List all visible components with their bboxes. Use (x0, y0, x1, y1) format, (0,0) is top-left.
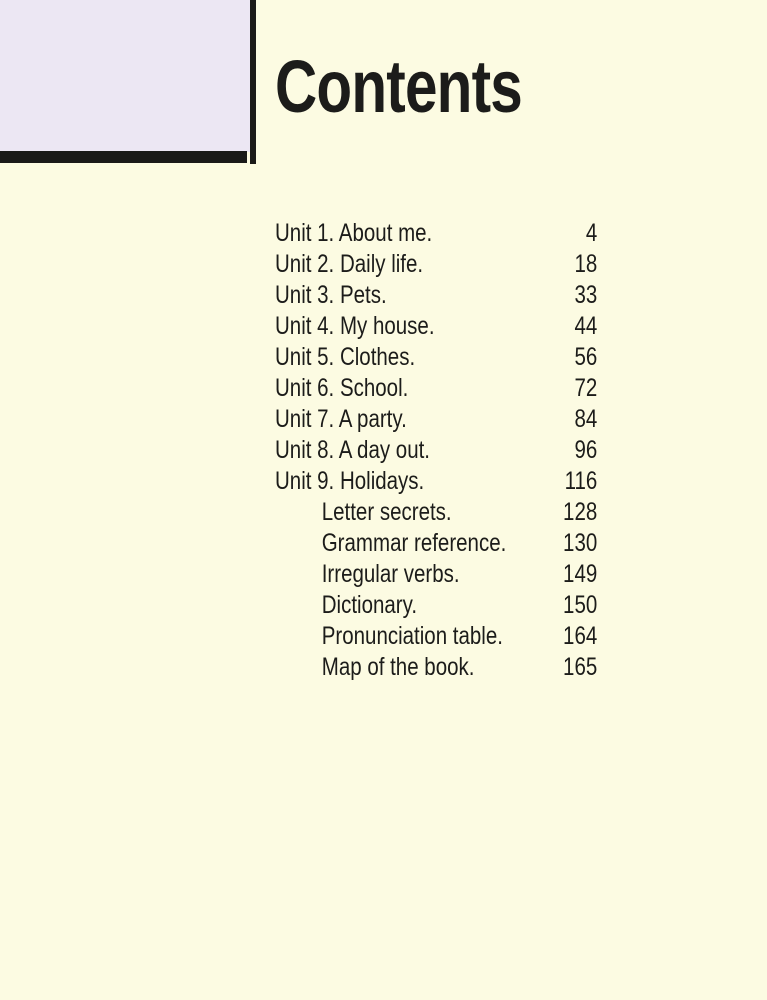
toc-entry-page-number: 165 (563, 653, 598, 681)
toc-entry-label: Grammar reference. (321, 529, 507, 557)
table-of-contents: Unit 1. About me. 4 Unit 2. Daily life. 18 U… (275, 218, 597, 683)
toc-entry-label: Irregular verbs. (321, 560, 460, 588)
toc-entry-page-number: 72 (574, 374, 598, 402)
toc-entry-label: Dictionary. (321, 591, 418, 619)
corner-box-shadow-bar (0, 151, 247, 163)
toc-entry-page-number: 56 (574, 343, 598, 371)
cover-corner-box (0, 0, 250, 152)
toc-entry-page-number: 4 (585, 219, 598, 247)
toc-entry-label: Unit 8. A day out. (275, 436, 430, 464)
toc-entry-label: Unit 3. Pets. (275, 281, 387, 309)
toc-entry-page-number: 96 (574, 436, 598, 464)
toc-entry: Unit 3. Pets. 33 (275, 280, 597, 311)
toc-entry-label: Pronunciation table. (321, 622, 503, 650)
toc-entry: Letter secrets. 128 (275, 497, 598, 528)
toc-entry-page-number: 130 (563, 529, 598, 557)
toc-entry: Unit 6. School. 72 (275, 373, 597, 404)
toc-entry: Pronunciation table. 164 (275, 621, 598, 652)
toc-entry-label: Unit 4. My house. (275, 312, 435, 340)
toc-entry-page-number: 128 (563, 498, 598, 526)
corner-box-right-border (250, 0, 256, 164)
toc-entry-page-number: 18 (574, 250, 598, 278)
toc-entry-label: Letter secrets. (321, 498, 452, 526)
toc-entry: Irregular verbs. 149 (275, 559, 598, 590)
toc-entry: Map of the book. 165 (275, 652, 598, 683)
toc-entry-label: Unit 6. School. (275, 374, 409, 402)
toc-entry-page-number: 116 (564, 467, 598, 495)
toc-entry: Unit 5. Clothes. 56 (275, 342, 597, 373)
toc-entry-label: Map of the book. (321, 653, 475, 681)
toc-entry-page-number: 84 (574, 405, 598, 433)
toc-entry-label: Unit 1. About me. (275, 219, 433, 247)
toc-entry-page-number: 149 (563, 560, 598, 588)
toc-entry-label: Unit 2. Daily life. (275, 250, 424, 278)
toc-entry: Grammar reference. 130 (275, 528, 598, 559)
toc-entry-page-number: 150 (563, 591, 598, 619)
toc-entry: Unit 7. A party. 84 (275, 404, 597, 435)
toc-entry-label: Unit 7. A party. (275, 405, 407, 433)
toc-entry: Unit 9. Holidays. 116 (275, 466, 597, 497)
toc-entry: Unit 1. About me. 4 (275, 218, 597, 249)
toc-entry: Unit 4. My house. 44 (275, 311, 597, 342)
toc-entry-page-number: 44 (574, 312, 598, 340)
page-title: Contents (275, 45, 523, 128)
toc-entry: Unit 2. Daily life. 18 (275, 249, 597, 280)
toc-entry-label: Unit 9. Holidays. (275, 467, 425, 495)
toc-entry-page-number: 33 (574, 281, 598, 309)
toc-entry-label: Unit 5. Clothes. (275, 343, 416, 371)
toc-entry: Dictionary. 150 (275, 590, 598, 621)
toc-entry-page-number: 164 (563, 622, 598, 650)
toc-entry: Unit 8. A day out. 96 (275, 435, 597, 466)
